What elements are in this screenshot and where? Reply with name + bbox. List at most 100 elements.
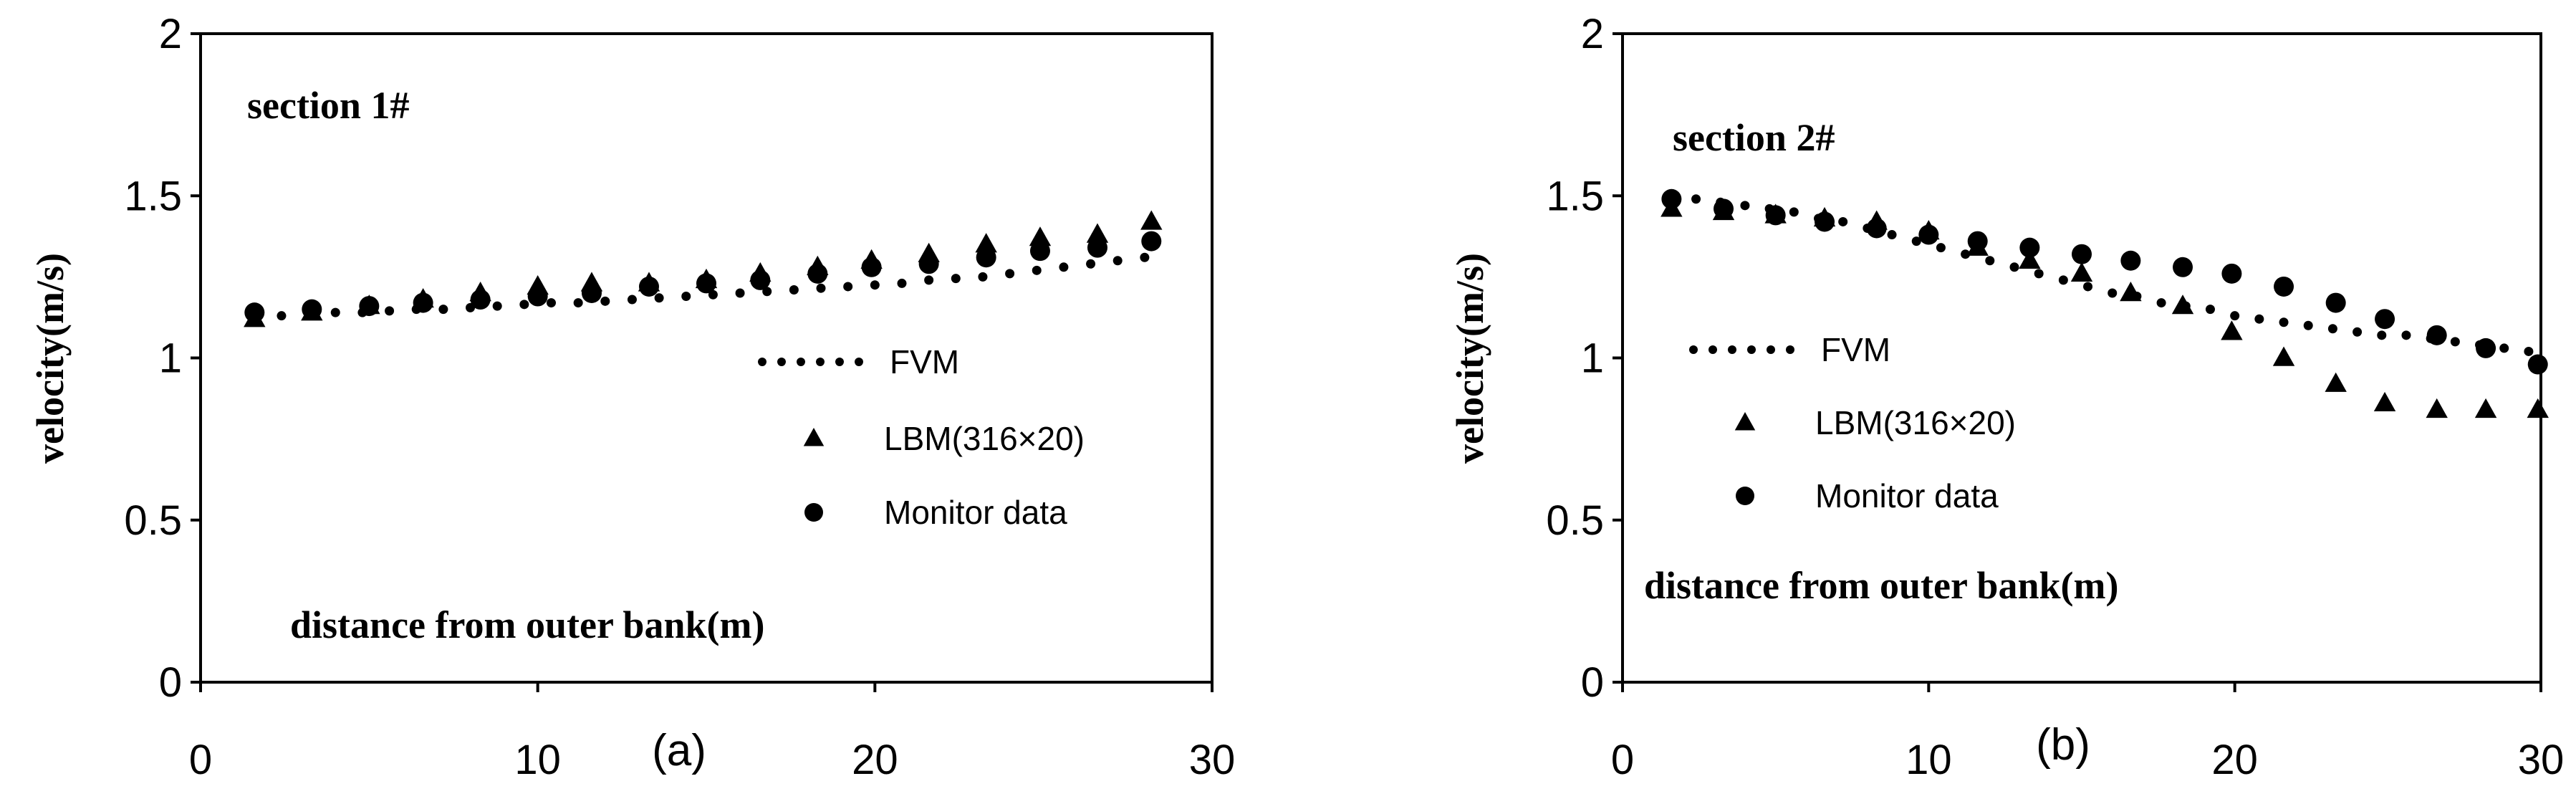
- x-tick-label-0-3: 30: [1189, 737, 1236, 783]
- monitor-point-1-16: [2476, 338, 2496, 358]
- fvm-point-0-22: [843, 282, 853, 292]
- fvm-point-1-22: [2205, 305, 2215, 315]
- fvm-point-1-24: [2254, 314, 2264, 324]
- monitor-point-0-7: [638, 276, 659, 297]
- legend-fvm-dot-1-2: [1728, 345, 1736, 354]
- lbm-point-1-10: [2171, 295, 2194, 315]
- fvm-point-0-3: [330, 307, 340, 317]
- lbm-point-1-12: [2272, 346, 2295, 366]
- fvm-point-0-1: [277, 311, 287, 321]
- legend-fvm-dot-0-4: [835, 358, 844, 366]
- monitor-point-0-13: [976, 247, 996, 268]
- fvm-point-0-19: [762, 287, 772, 297]
- fvm-point-1-23: [2230, 311, 2240, 321]
- legend-fvm-dot-0-2: [797, 358, 805, 366]
- section-annotation-1: section 2#: [1673, 116, 1835, 159]
- fvm-point-0-20: [789, 284, 799, 295]
- panel-label-0: (a): [652, 726, 706, 775]
- monitor-point-1-1: [1714, 198, 1734, 219]
- y-tick-label-0-4: 2: [159, 11, 182, 57]
- monitor-point-0-12: [918, 254, 939, 274]
- monitor-point-0-11: [861, 257, 882, 277]
- monitor-point-0-8: [696, 273, 716, 294]
- legend-label-fvm-1: FVM: [1821, 331, 1890, 368]
- legend-label-fvm-0: FVM: [890, 343, 959, 381]
- fvm-point-1-11: [1936, 243, 1946, 253]
- monitor-point-0-16: [1141, 231, 1162, 252]
- monitor-point-0-14: [1029, 241, 1050, 262]
- fvm-point-1-28: [2352, 327, 2363, 337]
- x-tick-label-1-2: 20: [2211, 737, 2258, 783]
- fvm-point-1-27: [2327, 324, 2337, 334]
- legend-lbm-marker-0: [803, 428, 825, 446]
- monitor-point-0-6: [581, 283, 602, 303]
- monitor-point-1-12: [2274, 276, 2294, 297]
- x-axis-label-1: distance from outer bank(m): [1644, 564, 2118, 607]
- fvm-point-0-14: [627, 295, 637, 305]
- fvm-point-1-7: [1838, 216, 1848, 226]
- lbm-point-1-9: [2120, 282, 2142, 302]
- monitor-point-1-7: [2019, 237, 2040, 258]
- legend-fvm-dot-0-5: [855, 358, 863, 366]
- fvm-point-1-30: [2401, 330, 2411, 340]
- y-tick-label-0-0: 0: [159, 659, 182, 706]
- panel-label-1: (b): [2036, 720, 2090, 770]
- y-tick-label-0-1: 0.5: [124, 497, 182, 544]
- monitor-point-1-2: [1765, 205, 1786, 226]
- monitor-point-1-8: [2072, 244, 2092, 264]
- fvm-point-0-17: [708, 289, 718, 300]
- lbm-point-1-17: [2527, 398, 2549, 418]
- monitor-point-1-0: [1661, 188, 1682, 209]
- fvm-point-0-24: [897, 278, 907, 288]
- fvm-point-1-18: [2108, 288, 2118, 298]
- fvm-point-0-10: [519, 300, 529, 310]
- y-tick-label-0-3: 1.5: [124, 173, 182, 219]
- lbm-point-1-7: [2019, 249, 2041, 269]
- fvm-point-0-16: [681, 292, 691, 302]
- monitor-point-1-5: [1918, 224, 1939, 245]
- y-tick-label-1-3: 1.5: [1546, 173, 1604, 219]
- fvm-point-1-17: [2083, 282, 2093, 292]
- monitor-point-0-4: [470, 289, 491, 310]
- fvm-point-1-13: [1985, 256, 1995, 266]
- fvm-point-0-12: [573, 298, 583, 308]
- legend-fvm-dot-1-3: [1747, 345, 1756, 354]
- lbm-point-1-15: [2426, 398, 2448, 418]
- fvm-point-0-23: [870, 280, 880, 290]
- legend-fvm-dot-0-3: [816, 358, 825, 366]
- legend-fvm-dot-1-0: [1689, 345, 1698, 354]
- monitor-point-1-4: [1866, 218, 1887, 239]
- monitor-point-0-5: [527, 286, 548, 307]
- fvm-point-1-29: [2377, 330, 2387, 340]
- legend-monitor-marker-1: [1736, 487, 1754, 505]
- x-axis-label-0: distance from outer bank(m): [290, 603, 764, 646]
- legend-label-lbm-0: LBM(316×20): [884, 420, 1085, 457]
- fvm-point-0-15: [654, 293, 664, 303]
- monitor-point-0-2: [359, 296, 380, 317]
- monitor-point-1-15: [2426, 325, 2447, 345]
- fvm-point-1-35: [2524, 346, 2534, 356]
- y-tick-label-0-2: 1: [159, 335, 182, 382]
- fvm-point-0-18: [735, 288, 745, 298]
- fvm-point-1-34: [2499, 343, 2509, 353]
- fvm-point-1-5: [1789, 207, 1799, 217]
- monitor-point-1-17: [2527, 354, 2548, 375]
- lbm-point-1-11: [2221, 320, 2243, 340]
- legend-monitor-marker-0: [804, 503, 823, 522]
- monitor-point-1-13: [2325, 292, 2346, 313]
- legend-label-monitor-0: Monitor data: [884, 494, 1067, 531]
- fvm-point-1-3: [1740, 201, 1750, 211]
- y-axis-label-1: velocity(m/s): [1448, 253, 1491, 464]
- fvm-point-1-14: [2009, 262, 2019, 272]
- x-tick-label-1-0: 0: [1611, 737, 1634, 783]
- fvm-point-0-9: [492, 301, 502, 311]
- fvm-point-0-33: [1140, 252, 1150, 262]
- legend-label-lbm-1: LBM(316×20): [1815, 404, 2016, 441]
- legend-fvm-dot-1-4: [1767, 345, 1775, 354]
- monitor-point-0-3: [413, 292, 433, 313]
- y-tick-label-1-4: 2: [1581, 11, 1604, 57]
- legend-fvm-dot-1-1: [1708, 345, 1717, 354]
- monitor-point-0-1: [302, 299, 322, 320]
- monitor-point-0-15: [1087, 237, 1107, 258]
- y-tick-label-1-2: 1: [1581, 335, 1604, 382]
